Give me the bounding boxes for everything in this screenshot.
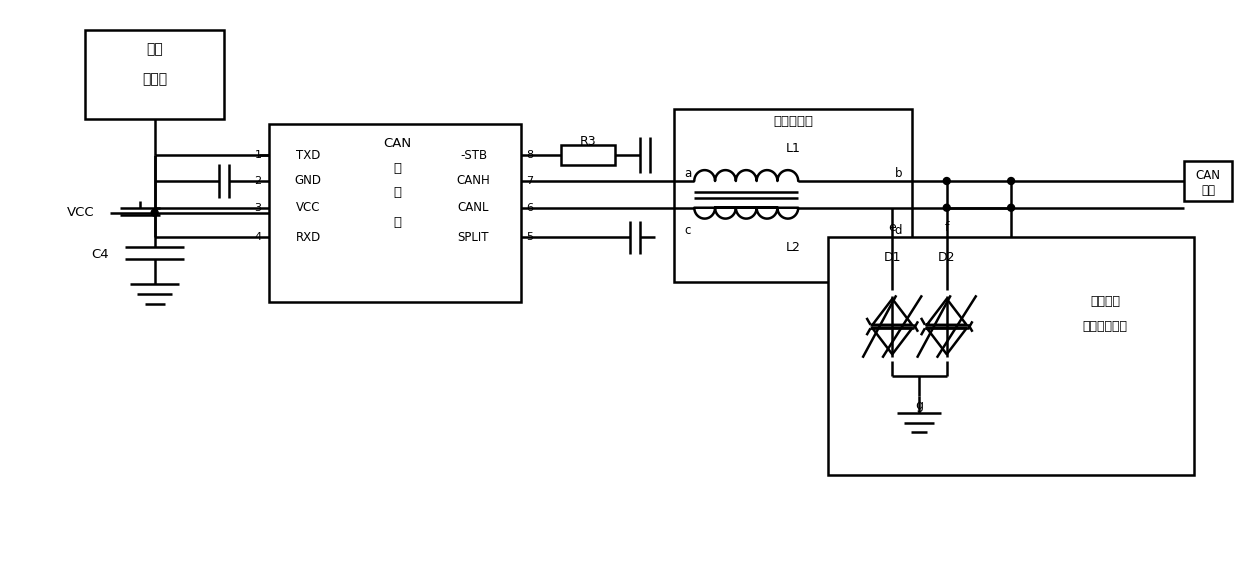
Text: D1: D1 — [884, 251, 901, 264]
Text: 防静电保: 防静电保 — [1090, 295, 1120, 309]
Text: 8: 8 — [526, 150, 533, 160]
Text: 3: 3 — [254, 203, 262, 213]
Text: C4: C4 — [92, 248, 109, 261]
Text: CAN: CAN — [1195, 169, 1220, 182]
Text: CANH: CANH — [456, 174, 490, 188]
Circle shape — [1008, 178, 1014, 184]
Text: 5: 5 — [526, 233, 533, 242]
Circle shape — [944, 204, 950, 211]
Text: -STB: -STB — [460, 149, 487, 162]
Text: 控制器: 控制器 — [143, 72, 167, 86]
Text: TXD: TXD — [296, 149, 320, 162]
Text: L2: L2 — [786, 241, 801, 254]
Text: e: e — [888, 221, 897, 234]
Text: D2: D2 — [937, 251, 956, 264]
Text: SPLIT: SPLIT — [458, 231, 490, 244]
Bar — [1184, 161, 1231, 201]
Text: 发: 发 — [393, 187, 402, 200]
Bar — [269, 124, 521, 302]
Text: a: a — [684, 166, 692, 180]
Text: 总线: 总线 — [1202, 184, 1215, 197]
Text: VCC: VCC — [296, 201, 320, 214]
Text: f: f — [945, 221, 949, 234]
Bar — [828, 237, 1194, 475]
Text: c: c — [684, 224, 691, 237]
Circle shape — [151, 209, 159, 216]
Text: g: g — [915, 399, 923, 413]
Text: 6: 6 — [526, 203, 533, 213]
Text: b: b — [895, 166, 903, 180]
Text: 器: 器 — [393, 216, 402, 229]
Text: R3: R3 — [580, 135, 596, 148]
Text: 7: 7 — [526, 176, 533, 186]
Text: CANL: CANL — [458, 201, 490, 214]
Text: GND: GND — [295, 174, 321, 188]
Bar — [560, 146, 615, 165]
Text: RXD: RXD — [295, 231, 321, 244]
Text: CAN: CAN — [383, 137, 412, 150]
Text: d: d — [895, 224, 903, 237]
Circle shape — [944, 178, 950, 184]
Text: 共模电感器: 共模电感器 — [774, 115, 813, 128]
Text: 2: 2 — [254, 176, 262, 186]
Text: L1: L1 — [786, 142, 801, 155]
Text: VCC: VCC — [67, 206, 94, 219]
Text: 护二极管单元: 护二极管单元 — [1083, 320, 1127, 333]
Circle shape — [1008, 204, 1014, 211]
Text: 4: 4 — [254, 233, 262, 242]
Bar — [675, 108, 913, 282]
Bar — [86, 30, 224, 119]
Text: 收: 收 — [393, 162, 402, 175]
Text: 中央: 中央 — [146, 42, 162, 56]
Text: 1: 1 — [254, 150, 262, 160]
